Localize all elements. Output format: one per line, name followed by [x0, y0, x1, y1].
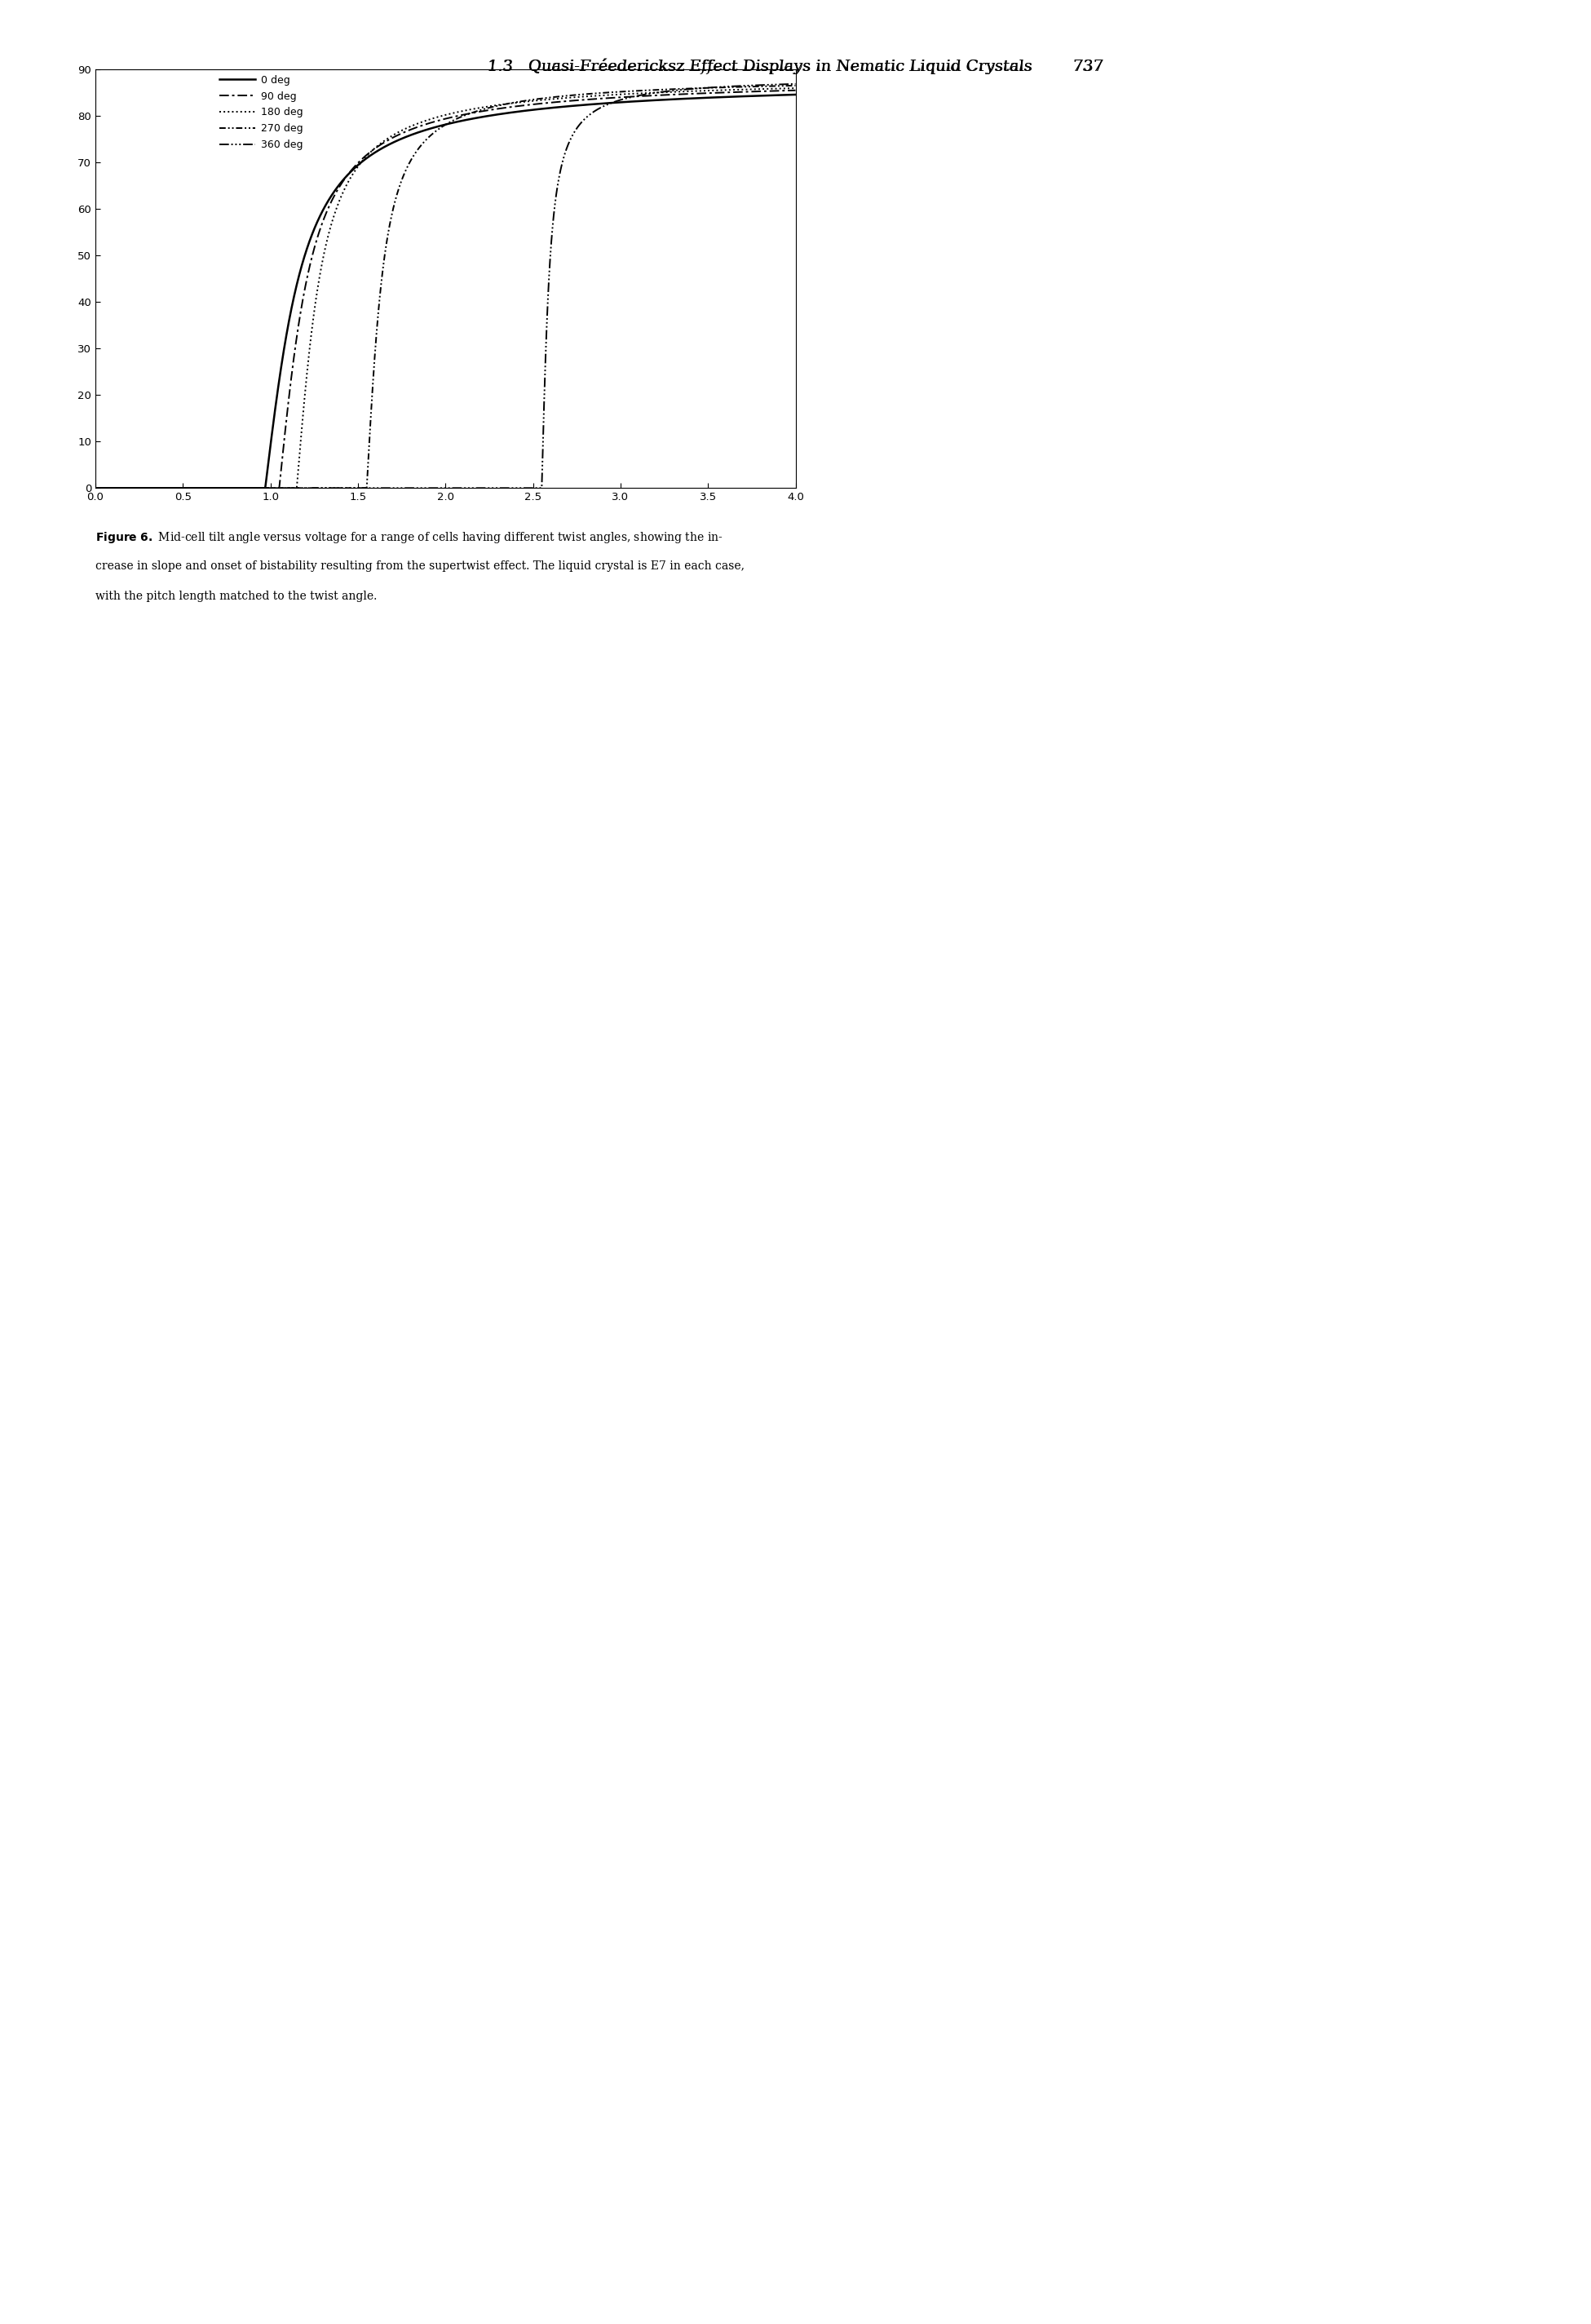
90 deg	[772, 77, 791, 105]
90 deg	[697, 79, 716, 107]
180 deg	[165, 474, 185, 502]
360 deg	[86, 474, 105, 502]
270 deg	[165, 474, 185, 502]
180 deg	[86, 474, 105, 502]
360 deg	[207, 474, 226, 502]
360 deg	[697, 74, 716, 102]
Legend: 0 deg, 90 deg, 180 deg, 270 deg, 360 deg: 0 deg, 90 deg, 180 deg, 270 deg, 360 deg	[220, 74, 304, 151]
270 deg	[786, 72, 805, 100]
Text: $\bf{Figure\ 6.}$ Mid-cell tilt angle versus voltage for a range of cells having: $\bf{Figure\ 6.}$ Mid-cell tilt angle ve…	[95, 530, 722, 544]
270 deg	[207, 474, 226, 502]
Line: 360 deg: 360 deg	[95, 84, 796, 488]
360 deg	[165, 474, 185, 502]
0 deg	[165, 474, 185, 502]
180 deg	[786, 74, 805, 102]
0 deg	[207, 474, 226, 502]
0 deg	[86, 474, 105, 502]
90 deg	[86, 474, 105, 502]
270 deg	[697, 74, 716, 102]
Text: crease in slope and onset of bistability resulting from the supertwist effect. T: crease in slope and onset of bistability…	[95, 560, 745, 572]
Line: 180 deg: 180 deg	[95, 88, 796, 488]
360 deg	[786, 70, 805, 98]
0 deg	[786, 81, 805, 109]
90 deg	[385, 123, 404, 151]
90 deg	[786, 77, 805, 105]
270 deg	[385, 191, 404, 218]
270 deg	[355, 474, 374, 502]
90 deg	[207, 474, 226, 502]
Line: 270 deg: 270 deg	[95, 86, 796, 488]
90 deg	[355, 144, 374, 172]
0 deg	[355, 146, 374, 174]
Text: 1.3   Quasi-Fréedericksz Effect Displays in Nematic Liquid Crystals        737: 1.3 Quasi-Fréedericksz Effect Displays i…	[488, 58, 1103, 74]
180 deg	[697, 77, 716, 105]
Line: 90 deg: 90 deg	[95, 91, 796, 488]
180 deg	[385, 121, 404, 149]
0 deg	[697, 84, 716, 112]
Text: with the pitch length matched to the twist angle.: with the pitch length matched to the twi…	[95, 590, 377, 602]
360 deg	[385, 474, 404, 502]
270 deg	[86, 474, 105, 502]
270 deg	[772, 72, 791, 100]
Line: 0 deg: 0 deg	[95, 95, 796, 488]
0 deg	[772, 81, 791, 109]
180 deg	[207, 474, 226, 502]
360 deg	[355, 474, 374, 502]
90 deg	[165, 474, 185, 502]
360 deg	[772, 70, 791, 98]
0 deg	[385, 128, 404, 156]
Text: 1.3   Quasi-Fréedericksz Effect Displays in Nematic Liquid Crystals        737: 1.3 Quasi-Fréedericksz Effect Displays i…	[487, 58, 1104, 74]
180 deg	[355, 144, 374, 172]
180 deg	[772, 74, 791, 102]
